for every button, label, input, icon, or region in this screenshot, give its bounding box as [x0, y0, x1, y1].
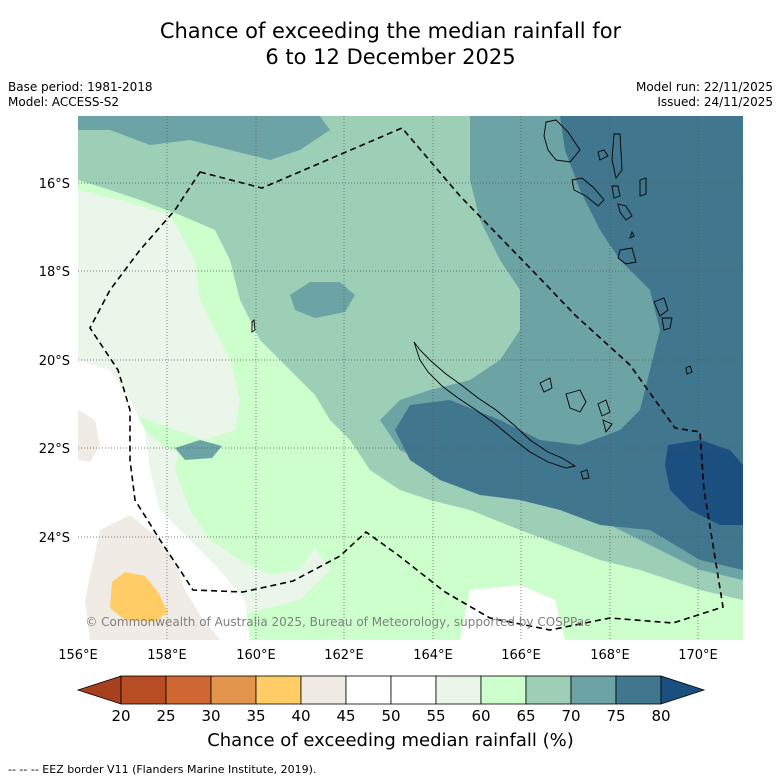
meta-left: Base period: 1981-2018 Model: ACCESS-S2 [8, 80, 153, 110]
colorbar-swatch-70-75 [570, 675, 617, 705]
region-80-plus [665, 440, 743, 525]
model-name: Model: ACCESS-S2 [8, 95, 120, 109]
colorbar-ticks: 20 25 30 35 40 45 50 55 60 65 70 75 80 [111, 707, 670, 725]
colorbar [76, 675, 706, 705]
region-45-55-south [460, 585, 565, 640]
vanuatu-islands [543, 119, 693, 375]
colorbar-tick-55: 55 [426, 707, 445, 725]
region-55-60-west [78, 190, 240, 440]
region-70-75-mid [290, 282, 355, 318]
colorbar-tick-20: 20 [111, 707, 130, 725]
colorbar-swatch-20-25 [120, 675, 167, 705]
lon-label-166e: 166°E [501, 648, 541, 663]
colorbar-extend-high [660, 675, 706, 705]
title-line-2: 6 to 12 December 2025 [265, 45, 516, 69]
region-70-75-north [78, 116, 330, 160]
rainfall-field: © Commonwealth of Australia 2025, Bureau… [78, 116, 743, 640]
colorbar-swatch-25-30 [165, 675, 212, 705]
lon-label-170e: 170°E [678, 648, 718, 663]
lon-label-164e: 164°E [413, 648, 453, 663]
colorbar-label: Chance of exceeding median rainfall (%) [207, 730, 574, 751]
lon-label-162e: 162°E [324, 648, 364, 663]
colorbar-tick-40: 40 [291, 707, 310, 725]
chart-title: Chance of exceeding the median rainfall … [0, 18, 781, 70]
model-run: Model run: 22/11/2025 [635, 80, 773, 94]
colorbar-tick-30: 30 [201, 707, 220, 725]
colorbar-swatch-45-50 [345, 675, 392, 705]
colorbar-tick-35: 35 [246, 707, 265, 725]
region-75-80 [395, 116, 743, 570]
lat-label-18s: 18°S [39, 265, 70, 280]
colorbar-tick-60: 60 [471, 707, 490, 725]
region-35-40 [110, 572, 168, 622]
colorbar-tick-25: 25 [156, 707, 175, 725]
lat-label-20s: 20°S [39, 354, 70, 369]
colorbar-extend-low [76, 675, 122, 705]
colorbar-tick-75: 75 [606, 707, 625, 725]
colorbar-swatch-65-70 [525, 675, 572, 705]
region-40-45-west [78, 410, 100, 462]
colorbar-swatch-60-65 [480, 675, 527, 705]
colorbar-tick-70: 70 [561, 707, 580, 725]
eez-border [89, 127, 724, 631]
colorbar-swatch-55-60 [435, 675, 482, 705]
new-caledonia-island [413, 341, 577, 469]
colorbar-tick-45: 45 [336, 707, 355, 725]
loyalty-islands [539, 377, 613, 480]
small-islet [251, 319, 256, 333]
graticule [78, 116, 743, 640]
colorbar-swatch-35-40 [255, 675, 302, 705]
colorbar-swatch-50-55 [390, 675, 437, 705]
issued-date: Issued: 24/11/2025 [657, 95, 773, 109]
lon-label-156e: 156°E [58, 648, 98, 663]
colorbar-swatch-75-80 [615, 675, 662, 705]
title-line-1: Chance of exceeding the median rainfall … [159, 19, 622, 43]
lat-label-22s: 22°S [39, 442, 70, 457]
region-70-75-small [175, 440, 222, 460]
meta-right: Model run: 22/11/2025 Issued: 24/11/2025 [636, 80, 773, 110]
lat-label-24s: 24°S [39, 531, 70, 546]
colorbar-swatch-40-45 [300, 675, 347, 705]
colorbar-tick-50: 50 [381, 707, 400, 725]
base-period: Base period: 1981-2018 [8, 80, 153, 94]
lat-label-16s: 16°S [39, 177, 70, 192]
lon-label-168e: 168°E [590, 648, 630, 663]
colorbar-swatch-30-35 [210, 675, 257, 705]
colorbar-tick-65: 65 [516, 707, 535, 725]
lon-label-160e: 160°E [236, 648, 276, 663]
region-60-65-southwest [175, 440, 330, 575]
eez-legend-note: -- -- -- EEZ border V11 (Flanders Marine… [8, 763, 317, 776]
colorbar-tick-80: 80 [651, 707, 670, 725]
copyright-text: © Commonwealth of Australia 2025, Bureau… [85, 615, 590, 629]
lon-label-158e: 158°E [147, 648, 187, 663]
